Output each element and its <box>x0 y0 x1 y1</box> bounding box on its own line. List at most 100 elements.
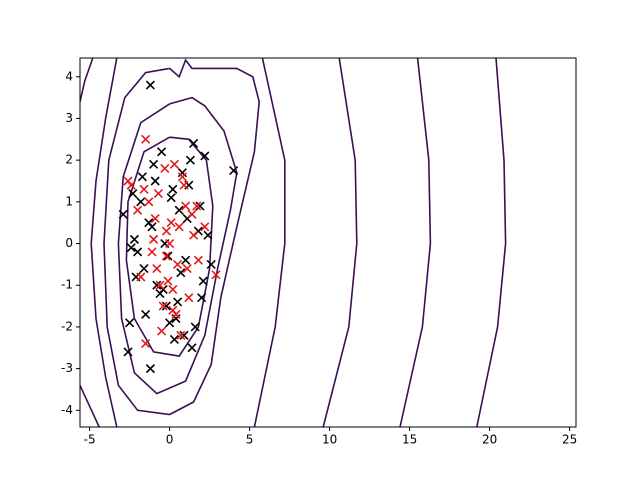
y-tick-label: 4 <box>65 69 73 83</box>
scatter-point <box>129 234 139 244</box>
scatter-point <box>173 297 183 307</box>
x-tick-label: 5 <box>246 433 254 447</box>
scatter-point <box>160 163 170 174</box>
scatter-point <box>206 259 216 269</box>
scatter-point <box>147 247 157 257</box>
scatter-point <box>126 243 136 253</box>
y-tick-label: 1 <box>65 194 73 208</box>
scatter-point <box>149 159 159 169</box>
scatter-point <box>141 309 151 319</box>
scatter-point <box>150 213 160 224</box>
scatter-point <box>166 193 176 203</box>
scatter-point <box>193 255 203 265</box>
scatter-point <box>123 347 133 357</box>
scatter-point <box>153 188 163 199</box>
scatter-point <box>187 343 197 353</box>
scatter-point <box>165 238 175 249</box>
scatter-point <box>200 151 210 161</box>
scatter-point <box>195 201 205 211</box>
scatter-point <box>161 251 171 261</box>
scatter-point <box>157 147 167 157</box>
axes-frame <box>79 57 577 428</box>
scatter-point <box>182 263 192 274</box>
scatter-point <box>150 176 160 186</box>
scatter-point <box>169 159 179 169</box>
scatter-point <box>161 226 171 236</box>
scatter-point <box>145 80 155 90</box>
scatter-point <box>168 184 178 194</box>
scatter-point <box>165 318 175 328</box>
plot-area <box>80 58 507 427</box>
scatter-point <box>141 339 151 349</box>
scatter-point <box>149 234 159 244</box>
y-tick-label: -2 <box>61 319 73 333</box>
x-tick-label: 20 <box>482 433 497 447</box>
scatter-point <box>171 314 181 324</box>
scatter-point <box>176 268 186 278</box>
scatter-point <box>168 284 178 294</box>
scatter-point <box>128 188 138 199</box>
scatter-point <box>181 255 191 265</box>
scatter-point <box>179 330 189 340</box>
x-tick-label: 15 <box>402 433 417 447</box>
scatter-point <box>136 197 146 207</box>
x-tick-label: 10 <box>322 433 337 447</box>
x-tick-label: 25 <box>562 433 577 447</box>
scatter-point <box>125 318 135 328</box>
scatter-point <box>181 201 191 211</box>
scatter-point <box>190 322 200 332</box>
scatter-point <box>133 247 143 257</box>
scatter-point <box>198 276 208 286</box>
scatter-point <box>174 205 184 215</box>
scatter-point <box>152 263 162 274</box>
scatter-point <box>179 180 189 190</box>
scatter-point <box>145 364 155 374</box>
scatter-point <box>163 276 173 286</box>
scatter-point <box>192 201 202 211</box>
scatter-point <box>136 272 146 282</box>
y-tick-label: 2 <box>65 153 73 167</box>
y-tick-label: 3 <box>65 111 73 125</box>
scatter-point <box>173 259 183 269</box>
scatter-point <box>144 197 154 207</box>
scatter-point <box>211 270 221 280</box>
contour-line <box>80 58 100 427</box>
contour-line <box>476 58 507 427</box>
contour-line <box>117 96 238 395</box>
scatter-point <box>152 280 162 290</box>
scatter-point <box>169 334 179 345</box>
scatter-point <box>203 230 213 240</box>
contour-line <box>399 58 432 427</box>
scatter-point <box>189 138 199 149</box>
scatter-point <box>139 263 149 274</box>
scatter-point <box>189 230 199 240</box>
contour-line <box>253 58 286 427</box>
scatter-point <box>158 301 168 311</box>
scatter-point <box>177 168 187 178</box>
contour-line <box>125 136 214 357</box>
y-tick-label: -1 <box>61 278 73 292</box>
x-tick-label: 0 <box>166 433 174 447</box>
scatter-point <box>168 305 178 315</box>
scatter-point <box>174 222 184 232</box>
scatter-point <box>157 326 167 336</box>
scatter-point <box>141 134 151 144</box>
scatter-point <box>185 155 195 165</box>
scatter-point <box>133 205 143 215</box>
scatter-point <box>139 184 149 194</box>
scatter-point <box>197 293 207 303</box>
scatter-point <box>161 301 171 311</box>
scatter-point <box>200 222 210 232</box>
scatter-point <box>184 293 194 303</box>
scatter-point <box>166 218 176 228</box>
contour-line <box>322 58 358 427</box>
scatter-point <box>176 330 186 340</box>
contour-line <box>90 58 118 427</box>
x-tick-label: -5 <box>84 433 96 447</box>
scatter-point <box>147 222 157 232</box>
scatter-point <box>187 209 197 219</box>
y-tick-label: -4 <box>61 403 73 417</box>
scatter-point <box>163 251 173 261</box>
y-tick-label: -3 <box>61 361 73 375</box>
